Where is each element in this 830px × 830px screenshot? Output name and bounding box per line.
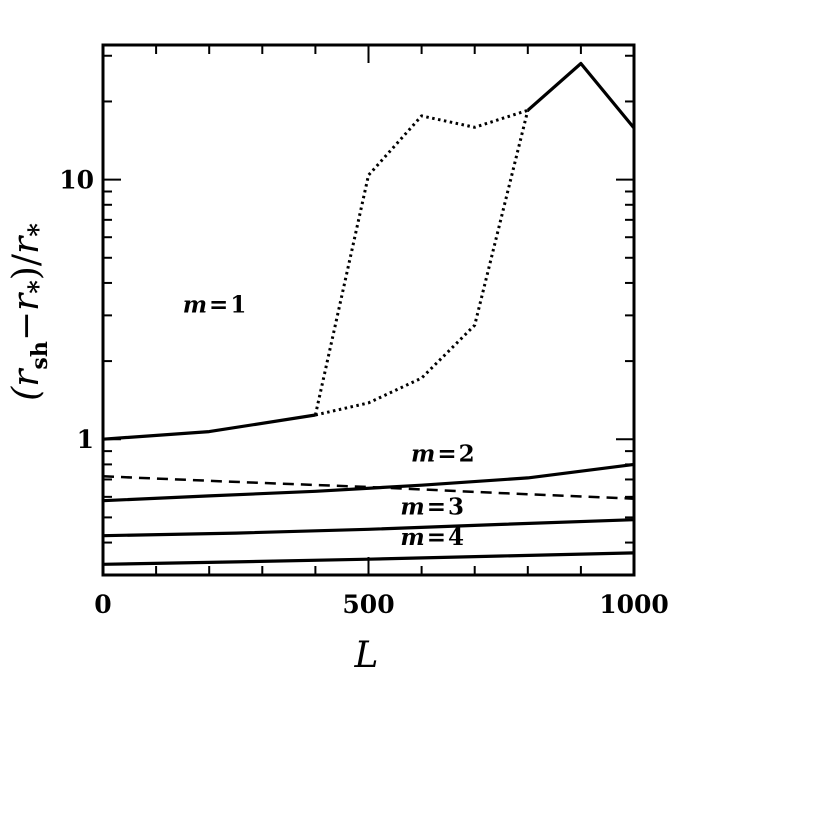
plot-frame [101, 43, 636, 577]
tick-label-layer: 0 500 1000 1 10 [59, 166, 669, 619]
series-line-5-solid [102, 462, 635, 503]
y-title-open-paren: ( [6, 386, 47, 401]
y-axis-title: (rsh−r*)/r* [6, 223, 54, 401]
y-title-r-2: r [6, 292, 47, 311]
y-title-minus: − [6, 311, 47, 341]
annotation-m-1: m=1 [183, 292, 247, 319]
series-line-3-dotted [313, 108, 529, 416]
y-tick-label-1: 1 [77, 425, 94, 454]
y-title-sub-star-2: * [24, 223, 54, 237]
series-line-7-solid [102, 518, 635, 538]
series-line-6-dashed [102, 475, 635, 500]
series-line-4-solid [526, 61, 636, 130]
x-axis-title: L [354, 635, 379, 676]
y-tick-label-10: 10 [59, 166, 94, 195]
x-tick-label-1000: 1000 [599, 590, 669, 619]
y-title-r-3: r [6, 235, 47, 254]
y-title-sub-star-1: * [24, 280, 54, 294]
annotation-m-3: m=3 [400, 494, 464, 521]
x-tick-label-500: 500 [342, 590, 394, 619]
x-tick-label-0: 0 [94, 590, 111, 619]
y-title-sub-sh: sh [27, 341, 53, 369]
annotation-layer: m=1 m=2 m=3 m=4 [183, 292, 475, 551]
annotation-m-4: m=4 [400, 524, 464, 551]
annotation-m-2: m=2 [411, 441, 475, 468]
y-title-close: )/ [6, 253, 47, 280]
y-title-r-1: r [6, 368, 47, 387]
series-line-2-dotted [315, 109, 530, 417]
series-line-1-solid [102, 413, 316, 441]
